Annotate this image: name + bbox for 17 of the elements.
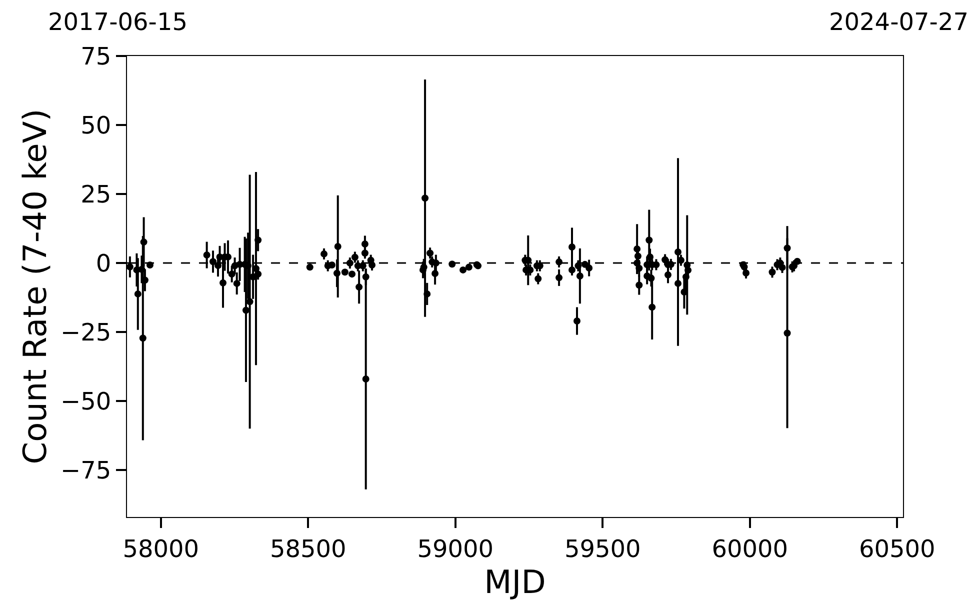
x-tick-label: 58000: [122, 534, 200, 563]
x-tick-label: 58500: [270, 534, 346, 563]
x-tick-label: 59000: [417, 534, 494, 563]
x-axis-title: MJD: [484, 562, 546, 601]
x-tick-label: 60000: [712, 534, 788, 563]
y-tick-label: 0: [96, 249, 112, 278]
x-tick-label: 59500: [564, 534, 641, 563]
y-axis-title: Count Rate (7-40 keV): [16, 108, 54, 464]
y-tick-label: 75: [80, 42, 112, 70]
x-tick-label: 60500: [858, 534, 936, 563]
y-tick-label: 50: [80, 111, 112, 140]
text: 2017-06-15: [48, 8, 188, 36]
y-tick-label: −75: [60, 456, 112, 484]
y-tick-label: 25: [80, 180, 112, 208]
text: 2024-07-27: [829, 8, 968, 36]
y-tick-label: −50: [60, 387, 112, 416]
y-tick-label: −25: [60, 318, 112, 346]
